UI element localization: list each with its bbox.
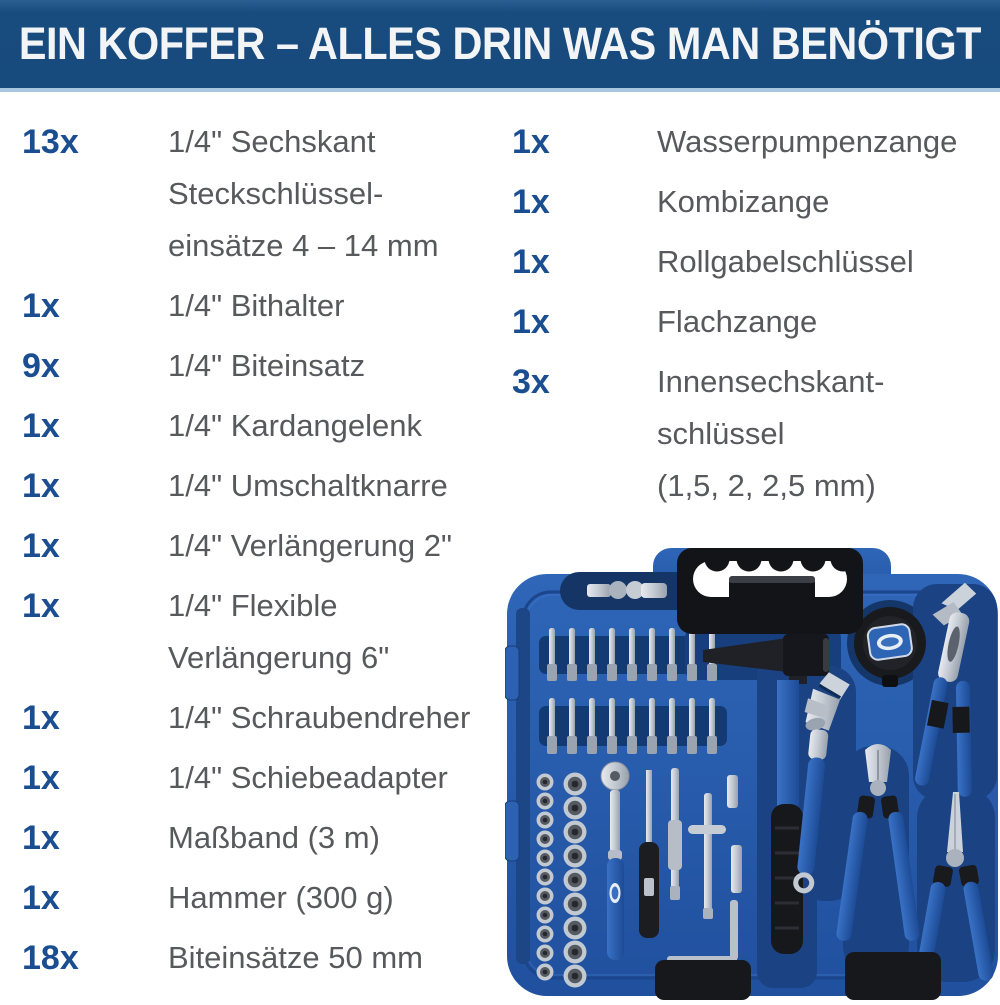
bits-row-bottom-icon	[547, 698, 717, 754]
universal-joint-icon	[587, 581, 667, 599]
item-line: Wasserpumpenzange	[657, 124, 958, 159]
tool-case-illustration	[504, 546, 998, 1000]
item-description: 1/4" Umschaltknarre	[168, 460, 448, 512]
item-description: Flachzange	[657, 296, 817, 348]
adjustable-wrench-icon	[793, 672, 850, 894]
item-description: 1/4" Flexible Verlängerung 6"	[168, 580, 389, 684]
item-line: 1/4" Schiebeadapter	[168, 760, 448, 795]
item-description: Kombizange	[657, 176, 829, 228]
item-quantity: 1x	[22, 467, 60, 505]
item-line: Flachzange	[657, 304, 818, 339]
item-description: Biteinsätze 50 mm	[168, 932, 423, 984]
list-item: 9x 1/4" Biteinsatz	[22, 340, 500, 392]
list-item: 1x 1/4" Schiebeadapter	[22, 752, 500, 804]
item-line: 1/4" Biteinsatz	[168, 348, 366, 383]
item-description: 1/4" Biteinsatz	[168, 340, 365, 392]
product-photo	[504, 546, 1000, 1000]
item-line: 1/4" Flexible	[168, 588, 338, 623]
hammer-icon	[703, 634, 829, 954]
item-quantity: 1x	[22, 287, 60, 325]
tape-measure-icon	[854, 607, 926, 687]
list-item: 18x Biteinsätze 50 mm	[22, 932, 500, 984]
list-item: 1x Maßband (3 m)	[22, 812, 500, 864]
screwdriver-icon	[639, 770, 659, 938]
item-description: 1/4" Verlängerung 2"	[168, 520, 452, 572]
item-description: Rollgabelschlüssel	[657, 236, 914, 288]
water-pump-pliers-icon	[915, 582, 977, 797]
list-item: 1x 1/4" Bithalter	[22, 280, 500, 332]
page-title: EIN KOFFER – ALLES DRIN WAS MAN BENÖTIGT	[18, 18, 982, 69]
list-item: 1x 1/4" Flexible Verlängerung 6"	[22, 580, 500, 684]
item-description: 1/4" Bithalter	[168, 280, 344, 332]
item-description: 1/4" Schraubendreher	[168, 692, 470, 744]
item-line: Kombizange	[657, 184, 830, 219]
item-quantity: 1x	[22, 699, 60, 737]
t-handle-icon	[688, 793, 726, 919]
item-line: 1/4" Sechskant	[168, 124, 376, 159]
item-quantity: 13x	[22, 123, 79, 161]
contents-list-left: 13x 1/4" Sechskant Steckschlüssel- einsä…	[22, 116, 500, 992]
item-line: Steckschlüssel-	[168, 176, 384, 211]
item-line: Verlängerung 6"	[168, 640, 390, 675]
list-item: 1x Flachzange	[512, 296, 998, 348]
item-quantity: 9x	[22, 347, 60, 385]
item-description: Wasserpumpenzange	[657, 116, 957, 168]
item-quantity: 1x	[22, 407, 60, 445]
item-line: Innensechskant-	[657, 364, 885, 399]
item-line: Rollgabelschlüssel	[657, 244, 914, 279]
item-line: 1/4" Bithalter	[168, 288, 345, 323]
item-quantity: 1x	[22, 527, 60, 565]
item-line: 1/4" Umschaltknarre	[168, 468, 448, 503]
item-quantity: 3x	[512, 363, 550, 401]
list-item: 1x 1/4" Verlängerung 2"	[22, 520, 500, 572]
list-item: 1x 1/4" Schraubendreher	[22, 692, 500, 744]
list-item: 13x 1/4" Sechskant Steckschlüssel- einsä…	[22, 116, 500, 272]
item-quantity: 1x	[512, 183, 550, 221]
case-handle	[677, 546, 863, 634]
adapters-icon	[727, 775, 742, 893]
item-description: Maßband (3 m)	[168, 812, 380, 864]
item-line: (1,5, 2, 2,5 mm)	[657, 468, 876, 503]
item-line: einsätze 4 – 14 mm	[168, 228, 439, 263]
item-line: Hammer (300 g)	[168, 880, 394, 915]
item-line: Maßband (3 m)	[168, 820, 380, 855]
item-description: 1/4" Schiebeadapter	[168, 752, 448, 804]
item-description: 1/4" Kardangelenk	[168, 400, 422, 452]
item-description: 1/4" Sechskant Steckschlüssel- einsätze …	[168, 116, 439, 272]
item-quantity: 1x	[512, 303, 550, 341]
item-line: Biteinsätze 50 mm	[168, 940, 423, 975]
ratchet-icon	[600, 761, 630, 960]
item-quantity: 1x	[22, 819, 60, 857]
list-item: 1x Wasserpumpenzange	[512, 116, 998, 168]
item-quantity: 1x	[512, 123, 550, 161]
list-item: 1x Hammer (300 g)	[22, 872, 500, 924]
item-line: 1/4" Verlängerung 2"	[168, 528, 452, 563]
bits-row-top-icon	[547, 628, 717, 681]
item-description: Innensechskant- schlüssel (1,5, 2, 2,5 m…	[657, 356, 884, 512]
item-description: Hammer (300 g)	[168, 872, 394, 924]
combination-pliers-icon	[836, 744, 920, 941]
list-item: 1x Kombizange	[512, 176, 998, 228]
list-item: 1x Rollgabelschlüssel	[512, 236, 998, 288]
extension-bar-icon	[668, 768, 682, 900]
item-line: 1/4" Schraubendreher	[168, 700, 471, 735]
list-item: 3x Innensechskant- schlüssel (1,5, 2, 2,…	[512, 356, 998, 512]
item-quantity: 1x	[22, 587, 60, 625]
item-line: 1/4" Kardangelenk	[168, 408, 423, 443]
list-item: 1x 1/4" Umschaltknarre	[22, 460, 500, 512]
contents-list-right: 1x Wasserpumpenzange 1x Kombizange 1x Ro…	[512, 116, 998, 520]
item-line: schlüssel	[657, 416, 785, 451]
item-quantity: 1x	[22, 879, 60, 917]
case-bottom-pads	[655, 952, 941, 1000]
item-quantity: 1x	[22, 759, 60, 797]
item-quantity: 18x	[22, 939, 79, 977]
item-quantity: 1x	[512, 243, 550, 281]
header-banner: EIN KOFFER – ALLES DRIN WAS MAN BENÖTIGT	[0, 0, 1000, 92]
list-item: 1x 1/4" Kardangelenk	[22, 400, 500, 452]
